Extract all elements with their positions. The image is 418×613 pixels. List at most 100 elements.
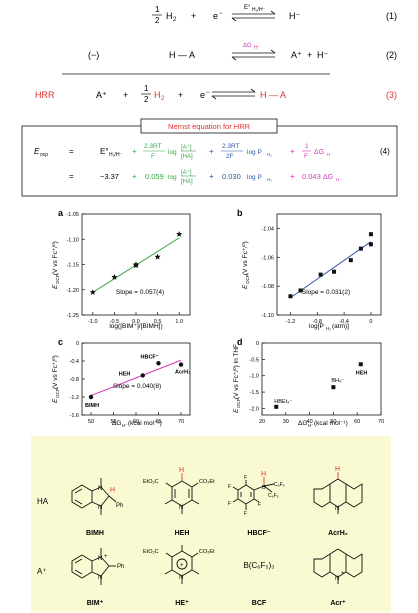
chart-c-point — [140, 373, 145, 378]
chart-a-ylabel: E — [52, 284, 59, 289]
nernst-term3-dg: ΔG — [314, 149, 324, 156]
chart-a-xtick-label: 0.0 — [132, 319, 140, 325]
chart-a-point — [89, 289, 96, 295]
heh-eto2c: EtO₂C — [143, 479, 159, 485]
chart-c-ytick-label: -0.8 — [70, 377, 79, 383]
chart-c-point — [156, 361, 161, 366]
hbcf-h: H — [261, 471, 266, 478]
chart-d-xtick-label: 50 — [330, 419, 336, 425]
chart-b-xlabel: log[P — [309, 323, 324, 330]
chart-a-xtick-label: 0.5 — [154, 319, 162, 325]
bimh-structure — [71, 478, 117, 515]
nernst-row2-plus2: + — [209, 172, 214, 181]
name-acrh2: AcrH₂ — [328, 530, 348, 537]
heh-co2et: CO₂Et — [199, 479, 215, 485]
chart-d-ytick-label: -2.0 — [250, 406, 259, 412]
he-plus-structure — [164, 545, 200, 584]
eq3-electron-sup: − — [206, 90, 210, 96]
eq3-equilibrium-arrow — [211, 88, 256, 100]
nernst-frac-den: [HA] — [181, 154, 193, 160]
chart-d-ytick-label: 0 — [256, 341, 259, 347]
chart-b-xlabel-rest: (atm)] — [332, 323, 349, 330]
chart-c-ytick-label: -1.2 — [70, 395, 79, 401]
row-label-a: A⁺ — [37, 567, 47, 576]
chart-d-ytick-label: -0.5 — [250, 357, 259, 363]
eq1-electron: e — [213, 11, 218, 21]
chart-b-xticks: -1.2 -0.8 -0.4 0 — [286, 312, 372, 325]
hbcf-c6f5-b: C₆F₅ — [268, 493, 279, 499]
nernst-row2-eq: = — [69, 172, 74, 181]
eq3-a-plus: A⁺ — [96, 90, 107, 100]
acrh2-structure — [313, 472, 363, 514]
nernst-term2-den: 2F — [226, 153, 234, 160]
nernst-term2-log: log P — [247, 149, 262, 156]
chart-c-xticks: 50 55 60 65 70 — [88, 412, 184, 425]
structures-background — [31, 436, 391, 612]
he-plus-n: N — [179, 575, 183, 581]
chart-a-xtick-label: -1.0 — [88, 319, 97, 325]
chart-b-panel-label: b — [237, 208, 243, 218]
chart-c-point — [88, 394, 94, 400]
chart-a-ytick-label: -1.05 — [66, 212, 79, 218]
name-he-plus: HE⁺ — [175, 600, 189, 607]
eq1-half-den: 2 — [155, 16, 160, 25]
chart-d-xlabel-sub: H⁻ — [308, 423, 314, 427]
eq2-minus: (−) — [88, 50, 99, 60]
nernst-term2-sub: H₂ — [267, 152, 272, 157]
chart-b-xtick-label: -1.2 — [286, 319, 295, 325]
chart-c-xtick-label: 70 — [178, 419, 184, 425]
chart-d-ytick-label: -1.0 — [250, 374, 259, 380]
chart-d-point-label: HEH — [356, 370, 368, 376]
nernst-row2-plus3: + — [290, 172, 295, 181]
eq3-number: (3) — [386, 90, 397, 100]
structures-panel: HA A⁺ N N H Ph BIMH H EtO₂C CO₂Et N HEH … — [31, 436, 391, 612]
nernst-row2-log: log — [168, 174, 177, 181]
chart-d-point — [358, 362, 363, 367]
chart-b-point — [318, 272, 323, 277]
chart-d-ytick-label: -1.5 — [250, 390, 259, 396]
eq2-arrow-label-sub: H⁻ — [254, 45, 261, 51]
chart-d-xticks: 20 30 40 50 60 70 — [259, 412, 384, 425]
eq3-plus1: + — [123, 90, 128, 100]
nernst-frame — [21, 125, 398, 197]
chart-a-ytick-label: -1.20 — [66, 288, 79, 294]
bimh-n2: N — [98, 505, 102, 511]
acr-plus-charge: + — [341, 571, 345, 577]
eq1-electron-sup: − — [219, 11, 223, 17]
chart-b-xtick-label: 0 — [369, 319, 372, 325]
nernst-lhs: E — [34, 147, 40, 156]
chart-d-ylabel-group: E OCP (V vs Fc⁺/⁰) in THF — [232, 344, 241, 413]
nernst-term1-num: 2.3RT — [144, 143, 162, 150]
name-hbcf: HBCF⁻ — [247, 530, 270, 537]
nernst-e0-sub: H₂/H⁻ — [109, 152, 123, 158]
acrh2-h: H — [335, 466, 340, 473]
chart-b: b -1.04 -1.06 -1.08 -1.10 -1.2 -0.8 -0.4 0 Slo… — [237, 208, 382, 331]
chart-a-point — [176, 231, 183, 237]
nernst-row2-dgsub: H⁻ — [336, 177, 342, 182]
eq1-hydride: H⁻ — [289, 11, 300, 21]
chart-d-ylabel-rest: (V vs Fc⁺/⁰) in THF — [232, 344, 240, 399]
chart-b-point — [298, 288, 303, 293]
eq2-number: (2) — [386, 50, 397, 60]
eq3-half-den: 2 — [144, 95, 149, 104]
chart-c-panel-label: c — [58, 337, 63, 347]
nernst-number: (4) — [380, 147, 390, 156]
nernst-eq-sign: = — [69, 147, 74, 156]
chart-b-xtick-label: -0.8 — [313, 319, 322, 325]
chart-b-yticks: -1.04 -1.06 -1.08 -1.10 — [261, 226, 280, 319]
chart-b-xlabel-group: log[P H₂ (atm)] — [309, 323, 349, 331]
acr-plus-structure — [313, 548, 363, 584]
eq3-hrr-label: HRR — [35, 90, 55, 100]
chart-c-xtick-label: 65 — [155, 419, 161, 425]
eq2-hydride: H⁻ — [317, 50, 328, 60]
chart-b-ylabel-rest: (V vs Fc⁺/⁰) — [241, 241, 249, 275]
nernst-term3-num: 1 — [305, 143, 309, 150]
nernst-row2-frac-num: [A⁺] — [181, 169, 192, 176]
chart-d-point-label: BH₄⁻ — [331, 378, 344, 384]
bim-plus-ph: Ph — [117, 564, 124, 570]
bimh-n1: N — [98, 486, 102, 492]
chart-c-point-label: HEH — [119, 371, 131, 377]
heh-n: N — [179, 505, 183, 511]
chart-d-points: HBEt₃⁻ BH₄⁻ HEH — [274, 362, 367, 409]
hbcf-f4: F — [258, 502, 261, 508]
